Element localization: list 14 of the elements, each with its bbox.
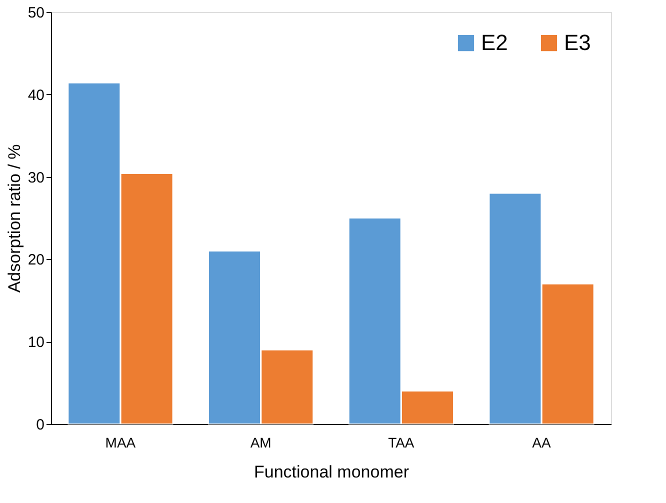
legend-label: E2 [481,30,508,55]
x-tick-label: TAA [388,434,415,450]
y-tick-label: 40 [28,86,44,104]
y-tick-label: 30 [28,169,44,186]
y-tick-label: 20 [28,252,44,269]
legend-label: E3 [564,30,591,55]
x-tick-label: MAA [105,434,136,450]
x-tick-label: AA [532,434,552,450]
y-tick-label: 50 [28,4,44,22]
y-tick-label: 0 [36,416,44,434]
x-axis-title: Functional monomer [254,462,410,482]
y-axis-title: Adsorption ratio / % [4,144,24,293]
x-tick-label: AM [250,434,272,450]
y-tick-label: 10 [28,334,44,352]
